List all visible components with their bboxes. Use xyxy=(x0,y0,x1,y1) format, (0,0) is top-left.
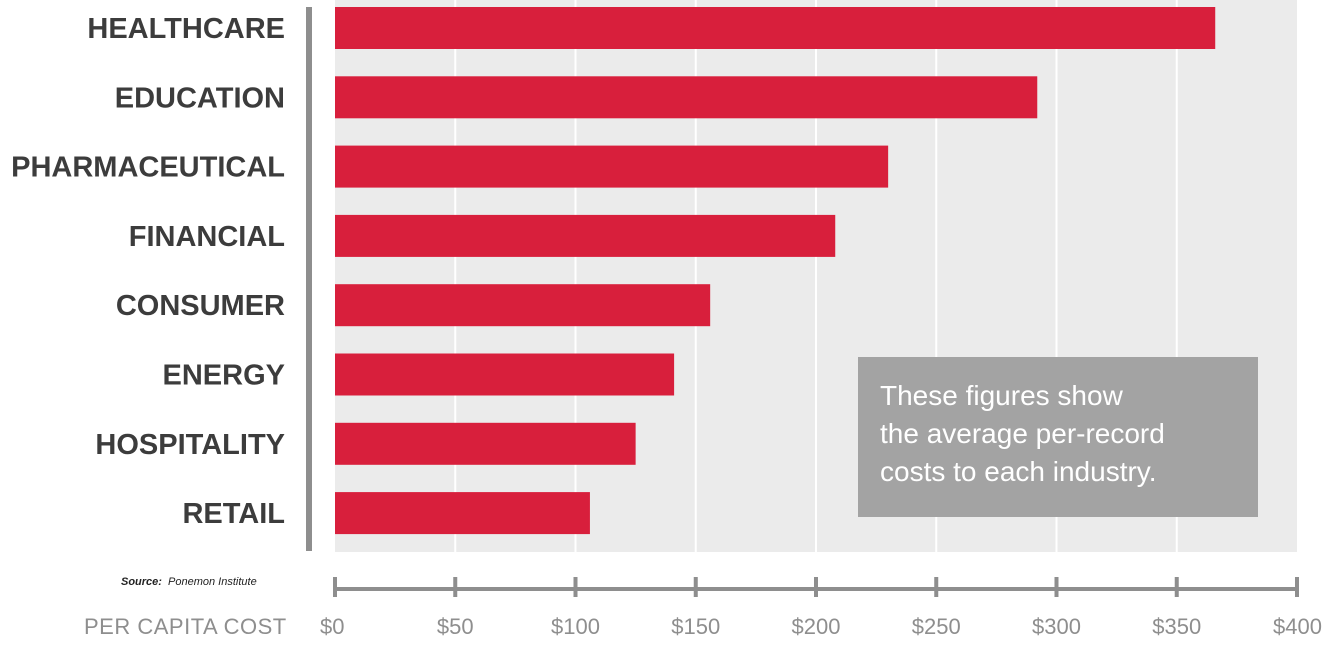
x-tick-mark xyxy=(453,577,458,597)
x-tick-mark xyxy=(1174,577,1179,597)
x-tick-mark xyxy=(333,577,337,597)
x-tick-mark xyxy=(814,577,818,597)
x-tick-mark xyxy=(934,577,939,597)
x-axis-label: PER CAPITA COST xyxy=(84,614,287,639)
source-note: Source: Ponemon Institute xyxy=(121,576,257,588)
category-label: HOSPITALITY xyxy=(95,429,285,461)
annotation-line: costs to each industry. xyxy=(880,456,1157,487)
bar-pharmaceutical xyxy=(335,145,889,188)
x-tick-label: $100 xyxy=(551,614,600,639)
category-label: CONSUMER xyxy=(116,290,285,322)
bar-hospitality xyxy=(335,422,636,465)
x-tick-label: $50 xyxy=(437,614,474,639)
x-tick-label: $150 xyxy=(671,614,720,639)
bar-education xyxy=(335,76,1038,119)
bar-financial xyxy=(335,214,836,257)
bar-healthcare xyxy=(335,7,1216,49)
category-label: PHARMACEUTICAL xyxy=(11,152,285,184)
annotation-line: the average per-record xyxy=(880,418,1165,449)
x-tick-label: $400 xyxy=(1273,614,1322,639)
category-label: FINANCIAL xyxy=(129,221,285,253)
bar-energy xyxy=(335,353,675,396)
source-name: Ponemon Institute xyxy=(168,576,257,588)
x-tick-label: $250 xyxy=(912,614,961,639)
x-tick-mark xyxy=(573,577,578,597)
y-axis-line xyxy=(306,7,312,551)
x-tick-label: $0 xyxy=(320,614,344,639)
source-label: Source: xyxy=(121,576,162,588)
annotation-line: These figures show xyxy=(880,380,1124,411)
x-tick-label: $200 xyxy=(792,614,841,639)
annotation-box xyxy=(858,357,1258,517)
x-tick-mark xyxy=(693,577,698,597)
category-label: ENERGY xyxy=(163,360,285,392)
x-tick-mark xyxy=(1295,577,1299,597)
category-label: HEALTHCARE xyxy=(87,13,285,45)
category-label: EDUCATION xyxy=(115,82,285,114)
x-tick-label: $350 xyxy=(1152,614,1201,639)
bar-consumer xyxy=(335,284,711,327)
bar-retail xyxy=(335,492,590,535)
x-tick-label: $300 xyxy=(1032,614,1081,639)
category-label: RETAIL xyxy=(182,498,285,530)
x-tick-mark xyxy=(1054,577,1059,597)
